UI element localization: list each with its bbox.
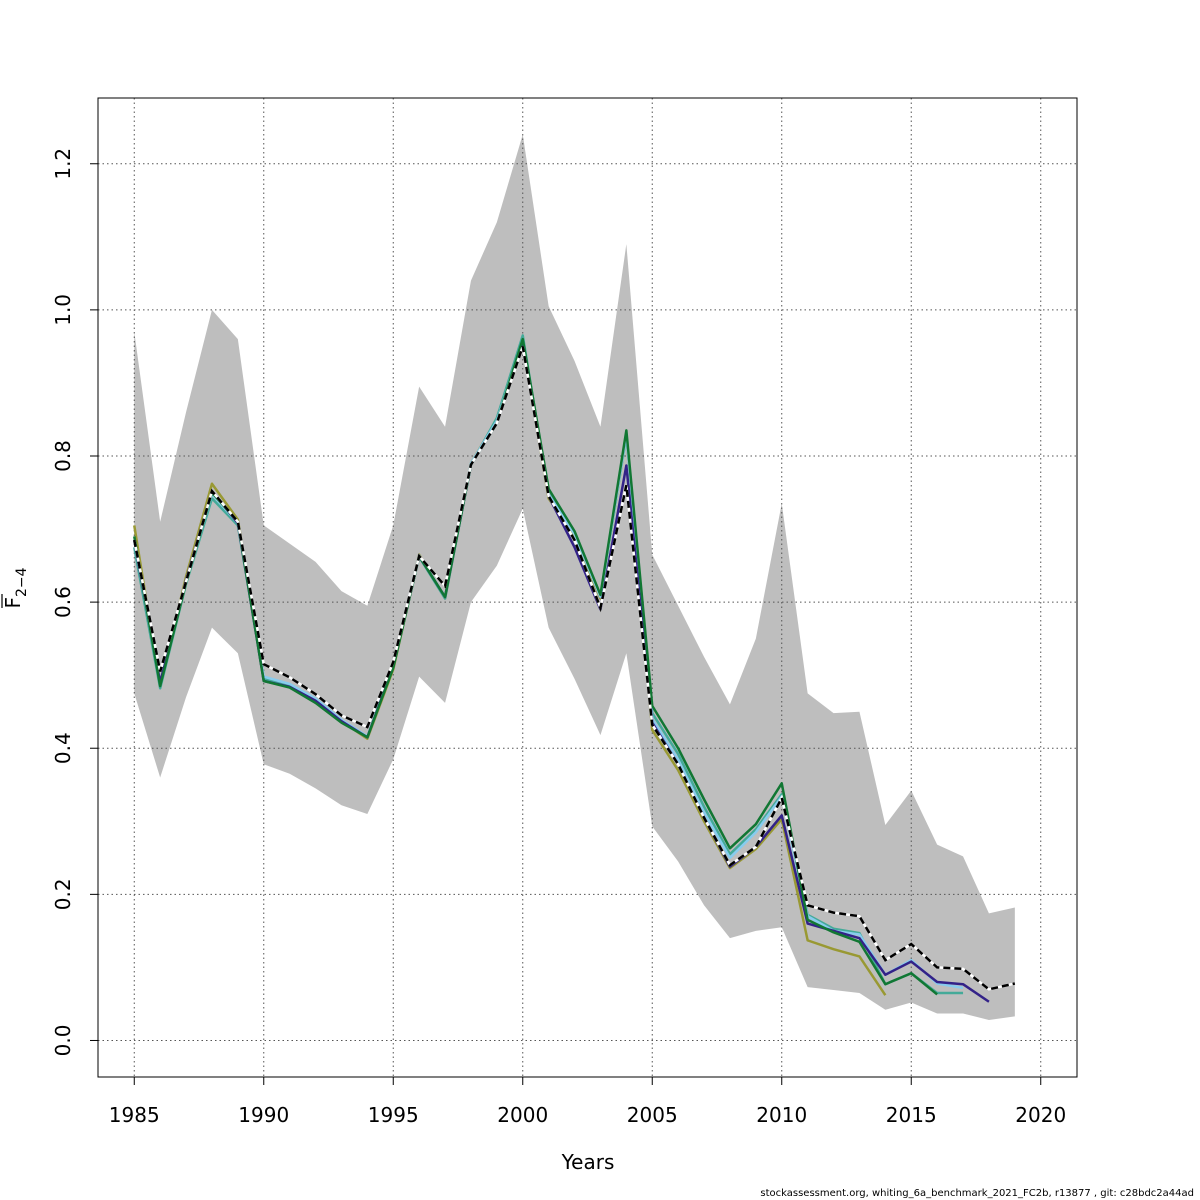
svg-text:F2−4: F2−4 [1,567,30,608]
x-tick-label: 2000 [497,1103,548,1127]
y-tick-label: 0.0 [51,1025,75,1057]
y-tick-label: 0.6 [51,586,75,618]
confidence-band-layer [134,134,1015,1021]
y-tick-label: 0.4 [51,732,75,764]
y-tick-label: 1.2 [51,148,75,180]
series-layer [133,334,1016,1003]
x-tick-label: 1995 [368,1103,419,1127]
footer-text: stockassessment.org, whiting_6a_benchmar… [760,1188,1194,1199]
axis-layer: 1985 1990 1995 2000 2005 2010 2015 2020 0.0 0.2 0.… [51,97,1078,1127]
x-tick-label: 2020 [1015,1103,1066,1127]
series-line-dashed [133,346,1016,991]
y-axis-title: F2−4 [1,567,30,608]
plot-frame [97,97,1078,1078]
x-tick-label: 2015 [886,1103,937,1127]
x-tick-label: 1985 [109,1103,160,1127]
y-tick-label: 0.2 [51,878,75,910]
x-axis-title: Years [561,1150,615,1174]
x-tick-label: 1990 [238,1103,289,1127]
grid-layer [98,98,1077,1077]
x-tick-label: 2005 [627,1103,678,1127]
y-tick-label: 0.8 [51,440,75,472]
confidence-band [134,134,1015,1021]
x-tick-label: 2010 [756,1103,807,1127]
y-tick-label: 1.0 [51,294,75,326]
